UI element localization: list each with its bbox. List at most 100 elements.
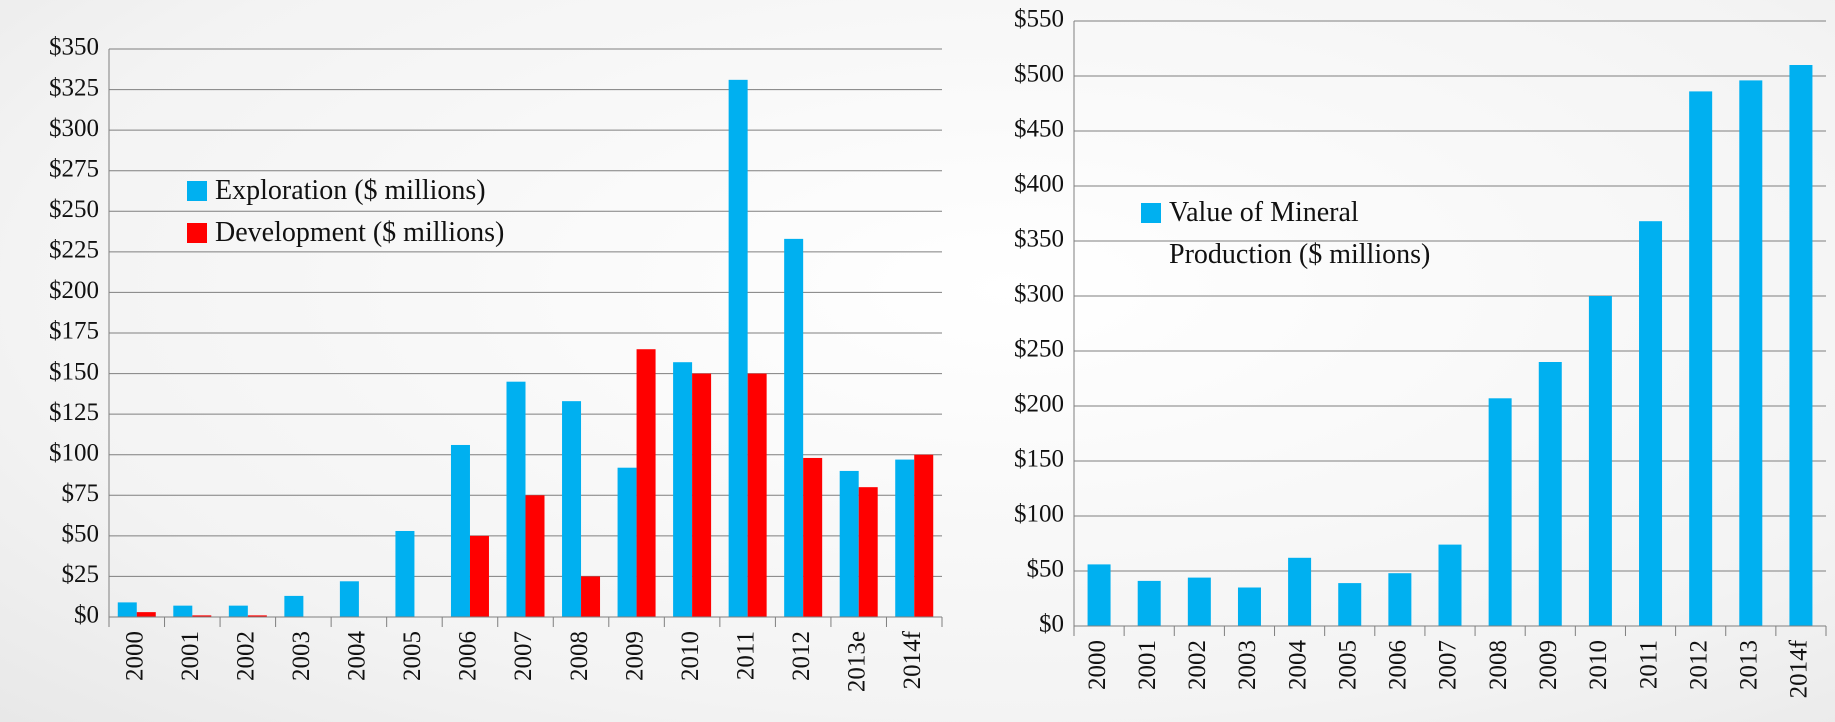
- legend: Exploration ($ millions) Development ($ m…: [187, 170, 504, 254]
- bar: [1438, 544, 1462, 626]
- x-tick-label: 2009: [621, 631, 648, 681]
- bar: [784, 238, 804, 618]
- y-tick-label: $100: [1014, 501, 1064, 528]
- bar: [1388, 573, 1412, 626]
- y-tick-label: $500: [1014, 61, 1064, 88]
- y-tick-label: $250: [49, 196, 99, 223]
- legend-label: Exploration ($ millions): [215, 175, 486, 206]
- x-tick-label: 2012: [788, 631, 815, 681]
- bar: [1739, 80, 1763, 626]
- y-tick-label: $400: [1014, 171, 1064, 198]
- y-tick-label: $175: [49, 318, 99, 345]
- bar: [1538, 362, 1562, 626]
- bar: [839, 470, 859, 617]
- bar: [469, 535, 489, 617]
- bar: [506, 381, 526, 617]
- bar: [1137, 580, 1161, 626]
- y-tick-label: $300: [1014, 281, 1064, 308]
- x-tick-label: 2014f: [899, 630, 926, 689]
- bar: [617, 467, 637, 617]
- bar: [450, 444, 470, 617]
- bar: [192, 615, 212, 617]
- y-tick-label: $75: [62, 480, 100, 507]
- y-tick-label: $450: [1014, 116, 1064, 143]
- bar: [117, 602, 137, 617]
- y-tick-label: $0: [1039, 611, 1064, 638]
- x-tick-label: 2000: [1084, 640, 1111, 690]
- bar: [636, 349, 656, 617]
- bar: [1087, 564, 1111, 626]
- x-tick-label: 2006: [455, 631, 482, 681]
- bar: [228, 605, 248, 617]
- legend: Value of Mineral Production ($ millions): [1141, 192, 1479, 276]
- bar: [173, 605, 193, 617]
- x-tick-label: 2014f: [1786, 639, 1813, 698]
- x-tick-label: 2004: [344, 631, 371, 682]
- bar: [1288, 557, 1312, 626]
- bar: [728, 79, 748, 617]
- y-tick-label: $150: [1014, 446, 1064, 473]
- x-tick-label: 2011: [732, 631, 759, 680]
- x-tick-label: 2013: [1736, 640, 1763, 690]
- bar: [1588, 296, 1612, 626]
- bar: [136, 612, 156, 617]
- y-tick-label: $0: [74, 602, 99, 629]
- y-tick-label: $25: [62, 561, 100, 588]
- x-tick-label: 2011: [1635, 640, 1662, 689]
- bar: [858, 487, 878, 617]
- x-tick-label: 2001: [177, 631, 204, 681]
- y-tick-label: $275: [49, 155, 99, 182]
- x-tick-label: 2005: [399, 631, 426, 681]
- y-tick-label: $150: [49, 358, 99, 385]
- legend-label: Value of Mineral Production ($ millions): [1169, 197, 1431, 270]
- x-tick-label: 2010: [677, 631, 704, 681]
- legend-swatch: [187, 181, 207, 201]
- x-tick-label: 2005: [1334, 640, 1361, 690]
- bar: [247, 615, 267, 617]
- x-tick-label: 2000: [122, 631, 149, 681]
- legend-label: Development ($ millions): [215, 217, 505, 248]
- x-tick-label: 2002: [233, 631, 260, 681]
- bar: [747, 373, 767, 617]
- x-tick-label: 2008: [566, 631, 593, 681]
- y-tick-label: $350: [49, 34, 99, 61]
- bar: [914, 454, 934, 617]
- y-tick-label: $200: [1014, 391, 1064, 418]
- x-tick-label: 2007: [1435, 640, 1462, 690]
- y-tick-label: $350: [1014, 226, 1064, 253]
- bar: [1639, 221, 1663, 626]
- legend-item: Exploration ($ millions): [187, 170, 504, 212]
- y-tick-label: $50: [1027, 556, 1065, 583]
- bar: [1237, 587, 1261, 626]
- bar: [525, 495, 545, 617]
- bar: [562, 401, 582, 617]
- x-tick-label: 2008: [1485, 640, 1512, 690]
- bar: [1689, 91, 1713, 626]
- y-tick-label: $325: [49, 74, 99, 101]
- x-tick-label: 2006: [1385, 640, 1412, 690]
- x-tick-label: 2007: [510, 631, 537, 681]
- y-tick-label: $125: [49, 399, 99, 426]
- legend-item: Value of Mineral Production ($ millions): [1141, 192, 1479, 276]
- bar: [395, 530, 415, 617]
- x-tick-label: 2012: [1685, 640, 1712, 690]
- y-tick-label: $50: [62, 521, 100, 548]
- x-tick-label: 2004: [1284, 640, 1311, 691]
- bar: [339, 581, 359, 617]
- legend-item: Development ($ millions): [187, 212, 504, 254]
- bar: [895, 459, 915, 617]
- bar: [581, 576, 601, 617]
- x-tick-label: 2013e: [843, 631, 870, 692]
- y-tick-label: $200: [49, 277, 99, 304]
- bar: [1488, 398, 1512, 626]
- bar: [803, 457, 823, 617]
- y-tick-label: $250: [1014, 336, 1064, 363]
- y-tick-label: $225: [49, 237, 99, 264]
- bar: [673, 362, 693, 617]
- legend-swatch: [187, 223, 207, 243]
- bar: [1789, 65, 1813, 626]
- x-tick-label: 2001: [1134, 640, 1161, 690]
- bar: [692, 373, 712, 617]
